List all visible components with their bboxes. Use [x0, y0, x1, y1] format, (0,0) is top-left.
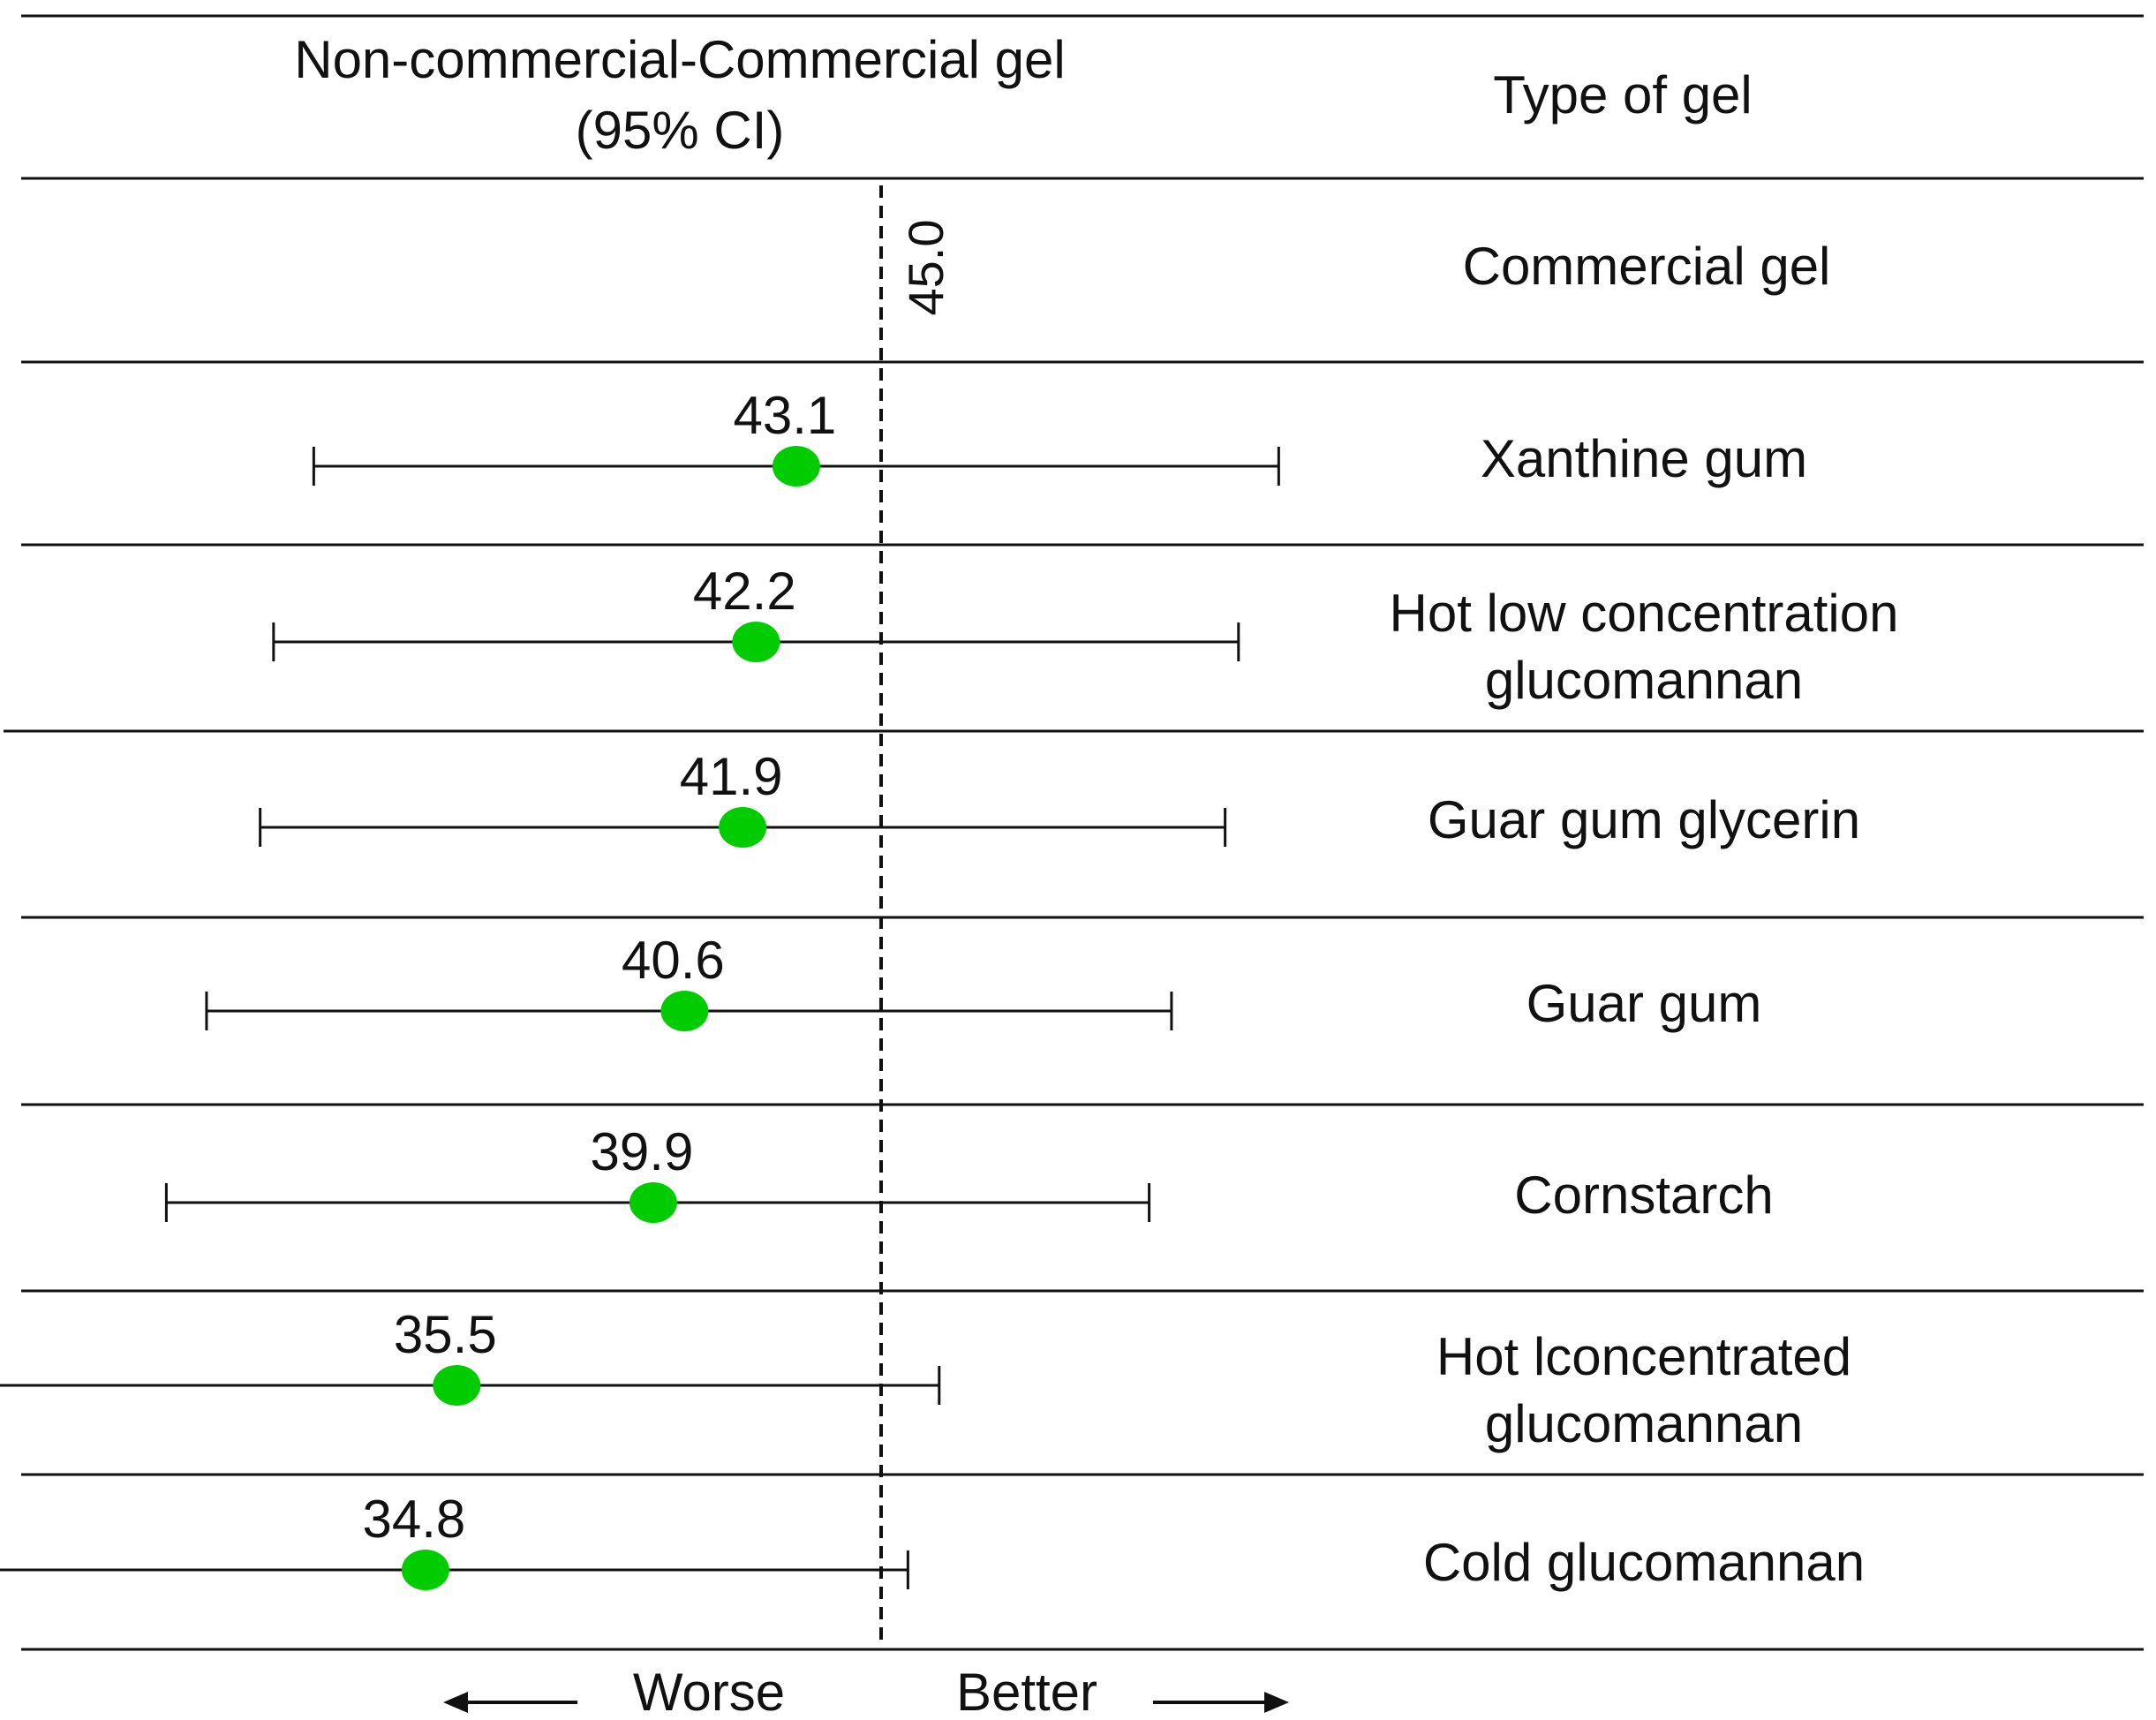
row-label: Guar gum glycerin	[1428, 790, 1860, 849]
better-arrow-head	[1264, 1692, 1289, 1713]
row-separators	[4, 14, 2144, 1651]
row-label-line: Hot lconcentrated	[1436, 1327, 1851, 1386]
row-label: Guar gum	[1527, 974, 1762, 1033]
estimate-value-label: 34.8	[362, 1490, 465, 1549]
reference-value-label: 45.0	[898, 220, 954, 316]
estimate-point	[433, 1365, 481, 1406]
row-label: Cold glucomannan	[1423, 1533, 1865, 1592]
estimate-value-label: 41.9	[680, 747, 783, 806]
estimate-point	[732, 622, 780, 662]
header-left-line2: (95% CI)	[576, 101, 785, 160]
row-label-line: glucomannan	[1485, 1394, 1803, 1453]
estimate-point	[772, 446, 820, 487]
footer-better: Better	[956, 1663, 1097, 1720]
estimate-value-label: 39.9	[591, 1122, 694, 1181]
row-label: Cornstarch	[1514, 1166, 1773, 1225]
estimate-point	[401, 1550, 449, 1590]
header-right: Type of gel	[1493, 65, 1753, 124]
estimate-value-label: 35.5	[394, 1305, 497, 1364]
row-label: Xanthine gum	[1481, 429, 1807, 488]
forest-rows: 43.1 Xanthine gum 42.2 Hot low concentratio…	[0, 386, 1898, 1592]
header-left-line1: Non-commercial-Commercial gel	[294, 30, 1066, 89]
row-label-line: glucomannan	[1485, 651, 1803, 710]
footer-worse: Worse	[633, 1663, 785, 1720]
worse-arrow-head	[443, 1692, 468, 1713]
estimate-value-label: 42.2	[693, 562, 796, 621]
footer: Worse Better	[443, 1663, 1289, 1720]
estimate-value-label: 40.6	[622, 931, 725, 990]
estimate-point	[660, 991, 709, 1031]
row-label-line: Hot low concentration	[1390, 584, 1899, 643]
estimate-value-label: 43.1	[733, 386, 836, 445]
estimate-point	[719, 807, 767, 848]
estimate-point	[629, 1182, 677, 1223]
reference-row-label: Commercial gel	[1463, 237, 1831, 296]
